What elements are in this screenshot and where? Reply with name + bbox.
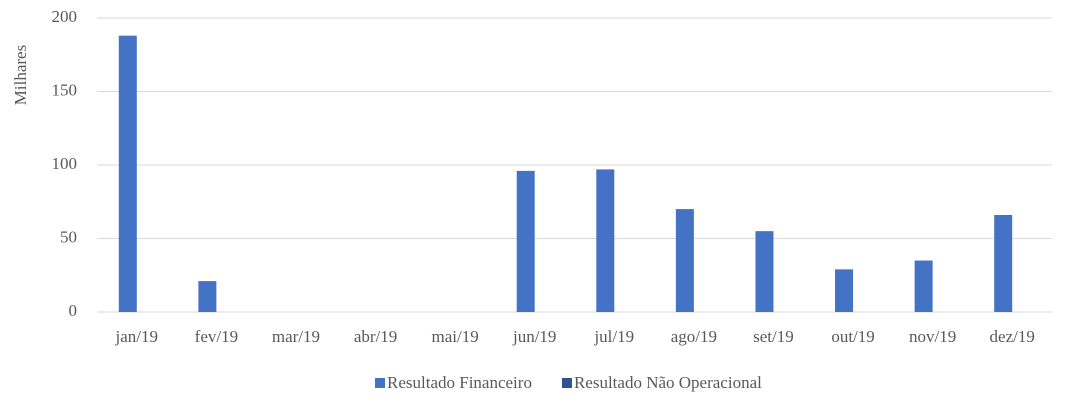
x-tick-label: jun/19	[512, 327, 556, 346]
x-tick-label: out/19	[831, 327, 874, 346]
bar	[198, 281, 217, 312]
x-tick-label: jan/19	[115, 327, 159, 346]
y-tick-label: 0	[69, 301, 78, 320]
bar	[596, 169, 615, 312]
y-tick-label: 200	[52, 7, 78, 26]
legend-swatch	[561, 378, 572, 388]
x-tick-label: fev/19	[195, 327, 238, 346]
x-tick-label: mar/19	[272, 327, 320, 346]
y-tick-label: 150	[52, 80, 78, 99]
bar	[755, 231, 774, 312]
x-tick-label: nov/19	[909, 327, 956, 346]
bar	[835, 269, 854, 312]
x-tick-label: jul/19	[593, 327, 634, 346]
bar	[675, 209, 694, 312]
y-tick-label: 100	[52, 154, 78, 173]
y-axis-label: Milhares	[11, 45, 30, 105]
x-tick-label: mai/19	[432, 327, 479, 346]
x-tick-label: abr/19	[354, 327, 397, 346]
bar	[914, 260, 933, 312]
y-tick-label: 50	[60, 227, 77, 246]
legend-swatch	[375, 378, 385, 388]
bar	[994, 214, 1013, 312]
x-tick-label: set/19	[753, 327, 794, 346]
x-tick-label: ago/19	[671, 327, 717, 346]
x-tick-label: dez/19	[990, 327, 1035, 346]
bar	[516, 170, 535, 312]
legend-label: Resultado Não Operacional	[574, 373, 762, 392]
legend-label: Resultado Financeiro	[387, 373, 532, 392]
bar	[118, 35, 137, 312]
